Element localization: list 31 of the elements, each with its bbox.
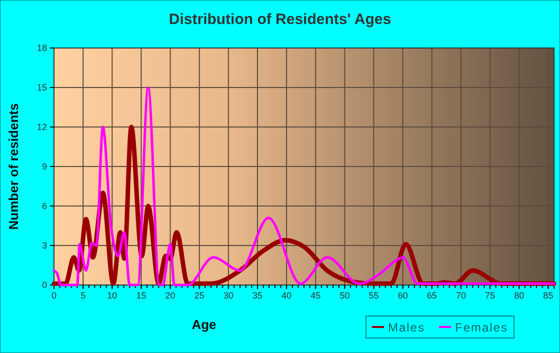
x-tick-label: 25 <box>194 290 204 300</box>
x-tick-label: 80 <box>514 290 524 300</box>
x-tick-label: 10 <box>107 290 118 300</box>
x-axis-title: Age <box>192 317 216 332</box>
legend-label: Males <box>388 320 425 334</box>
x-tick-label: 30 <box>223 290 234 300</box>
x-tick-label: 35 <box>252 290 262 300</box>
x-tick-label: 15 <box>136 290 146 300</box>
y-tick-label: 12 <box>36 122 47 132</box>
y-axis-title: Number of residents <box>6 103 21 230</box>
x-tick-label: 0 <box>51 290 57 300</box>
x-tick-label: 5 <box>80 290 86 300</box>
y-tick-label: 0 <box>42 280 47 290</box>
x-tick-label: 45 <box>310 290 321 300</box>
x-tick-label: 85 <box>543 290 554 300</box>
y-tick-label: 3 <box>42 240 47 250</box>
x-tick-label: 70 <box>456 290 466 300</box>
x-tick-label: 50 <box>340 290 350 300</box>
x-tick-label: 40 <box>282 290 292 300</box>
x-tick-label: 60 <box>398 290 408 300</box>
x-tick-label: 55 <box>368 290 379 300</box>
line-series <box>52 86 556 286</box>
x-tick-label: 65 <box>426 290 437 300</box>
y-tick-label: 18 <box>36 42 47 53</box>
y-tick-label: 6 <box>42 200 47 211</box>
y-tick-label: 15 <box>36 82 47 92</box>
x-tick-label: 75 <box>485 290 496 300</box>
chart-title: Distribution of Residents' Ages <box>168 11 392 28</box>
y-tick-label: 9 <box>42 161 47 172</box>
legend-label: Females <box>454 320 508 334</box>
x-tick-label: 20 <box>165 290 176 300</box>
